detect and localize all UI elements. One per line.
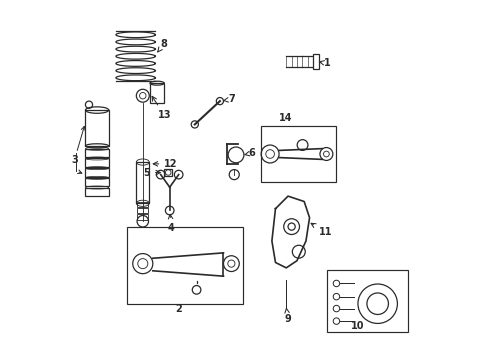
Text: 9: 9	[285, 309, 292, 324]
Bar	[85, 110, 109, 146]
Bar	[327, 270, 408, 332]
Text: 8: 8	[158, 39, 168, 52]
Bar	[85, 188, 109, 196]
Text: 3: 3	[71, 155, 78, 165]
Bar	[137, 208, 148, 213]
Bar	[137, 202, 148, 207]
Text: 5: 5	[143, 168, 160, 178]
Text: 10: 10	[351, 321, 365, 330]
Text: 4: 4	[168, 215, 175, 233]
Text: 11: 11	[311, 223, 332, 237]
Bar	[150, 83, 164, 103]
Text: 2: 2	[175, 304, 182, 314]
Bar	[85, 178, 109, 186]
Text: 6: 6	[245, 148, 255, 158]
Bar	[136, 162, 149, 203]
Text: 13: 13	[152, 96, 171, 120]
Bar	[261, 126, 337, 182]
Bar	[85, 168, 109, 177]
Bar	[126, 226, 243, 304]
Text: 14: 14	[279, 113, 293, 123]
Text: 1: 1	[319, 58, 331, 68]
Text: 12: 12	[153, 159, 178, 169]
Bar	[85, 158, 109, 167]
Bar	[313, 54, 318, 69]
Bar	[137, 215, 148, 220]
Bar	[164, 168, 172, 176]
Bar	[85, 149, 109, 157]
Text: 7: 7	[223, 94, 236, 104]
